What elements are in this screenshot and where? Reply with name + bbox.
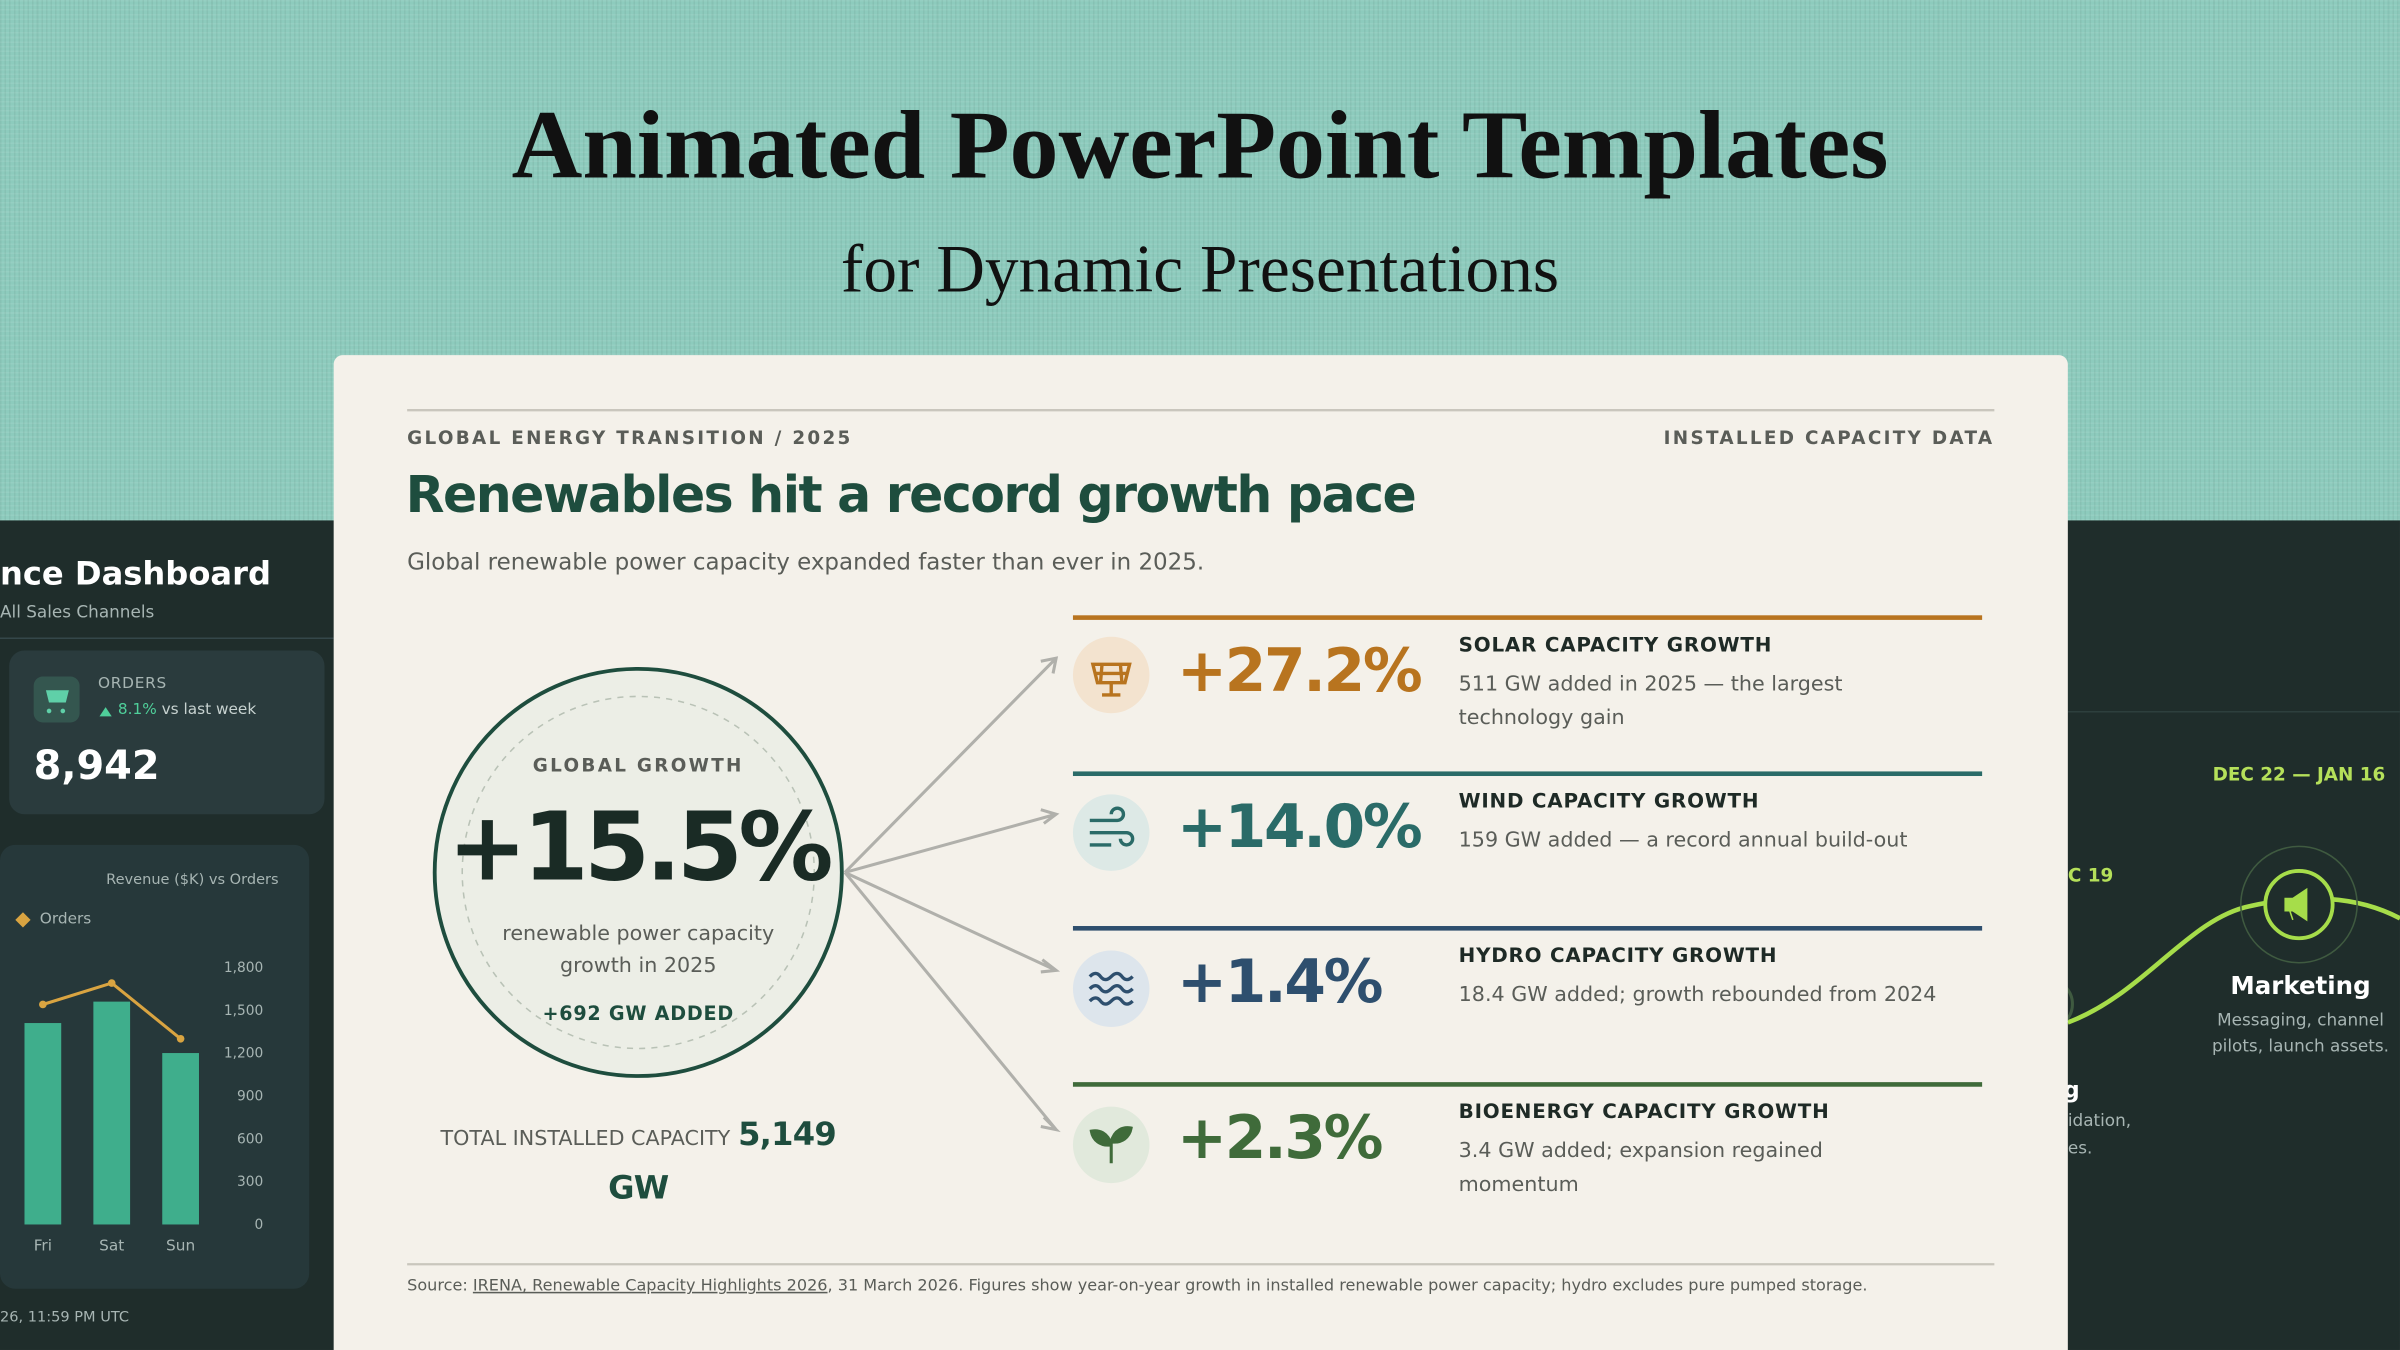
page-title: Animated PowerPoint Templates xyxy=(511,90,1889,199)
row-rule xyxy=(1072,1082,1983,1086)
source-suffix: , 31 March 2026. Figures show year-on-ye… xyxy=(827,1276,1868,1295)
chart-title: Revenue ($K) vs Orders xyxy=(106,871,279,889)
source-link[interactable]: IRENA, Renewable Capacity Highlights 202… xyxy=(472,1276,828,1295)
megaphone-icon xyxy=(2284,887,2308,922)
x-tick-label: Sat xyxy=(99,1237,124,1255)
row-rule xyxy=(1072,926,1983,930)
orders-point xyxy=(176,1034,185,1043)
hero-inner-ring xyxy=(461,695,816,1050)
chart-card xyxy=(0,844,310,1289)
timeline-prev-date: C 19 xyxy=(2067,864,2114,887)
up-arrow xyxy=(99,707,112,717)
row-heading: BIOENERGY CAPACITY GROWTH xyxy=(1458,1101,1830,1125)
solar-icon xyxy=(1072,636,1150,714)
row-value: +1.4% xyxy=(1177,948,1383,1018)
row-heading: SOLAR CAPACITY GROWTH xyxy=(1458,634,1773,658)
row-rule xyxy=(1072,771,1983,776)
orders-change-note: vs last week xyxy=(161,701,257,719)
y-tick-label: 1,200 xyxy=(224,1046,263,1062)
total-value: 5,149 GW xyxy=(608,1115,837,1207)
legend-marker xyxy=(15,912,31,928)
row-value: +14.0% xyxy=(1177,793,1423,863)
y-tick-label: 1,800 xyxy=(224,960,263,976)
row-description: 3.4 GW added; expansion regained momentu… xyxy=(1458,1138,1823,1197)
page-subtitle: for Dynamic Presentations xyxy=(840,231,1560,307)
dashboard-title: nce Dashboard xyxy=(0,555,271,593)
bar xyxy=(24,1023,62,1225)
x-tick-label: Fri xyxy=(34,1237,52,1255)
dashboard-footer: 26, 11:59 PM UTC xyxy=(0,1309,130,1327)
milestone-description: Messaging, channel pilots, launch assets… xyxy=(2211,1010,2389,1057)
y-tick-label: 900 xyxy=(237,1089,263,1105)
row-value: +2.3% xyxy=(1177,1104,1383,1174)
slide-title: Renewables hit a record growth pace xyxy=(405,464,1417,525)
slide-kicker: GLOBAL ENERGY TRANSITION / 2025 xyxy=(407,427,853,449)
row-description: 18.4 GW added; growth rebounded from 202… xyxy=(1458,982,1937,1008)
y-tick-label: 600 xyxy=(237,1131,263,1147)
partial-description: es. xyxy=(2067,1138,2093,1158)
row-rule xyxy=(1072,615,1983,620)
hydro-icon xyxy=(1072,950,1150,1028)
orders-change: 8.1% xyxy=(117,701,157,719)
orders-point xyxy=(107,979,116,987)
hero-caption: renewable power capacity growth in 2025 xyxy=(502,921,775,979)
connector-arrows xyxy=(843,656,1061,1133)
row-description: 511 GW added in 2025 — the largest techn… xyxy=(1458,671,1843,731)
y-tick-label: 1,500 xyxy=(224,1003,263,1019)
partial-description: idation, xyxy=(2067,1110,2132,1131)
timeline-date: DEC 22 — JAN 16 xyxy=(2212,763,2386,786)
bar xyxy=(162,1053,199,1225)
source-prefix: Source: xyxy=(407,1276,468,1295)
orders-change-line: 8.1% vs last week xyxy=(118,702,256,719)
bar xyxy=(93,1001,131,1225)
hero-note: +692 GW ADDED xyxy=(542,1001,735,1025)
row-heading: WIND CAPACITY GROWTH xyxy=(1458,790,1760,814)
timeline-curve xyxy=(2067,896,2400,1025)
hero-value: +15.5% xyxy=(447,790,834,903)
y-tick-label: 0 xyxy=(254,1217,263,1233)
orders-card xyxy=(9,650,325,815)
slide-subtitle: Global renewable power capacity expanded… xyxy=(407,547,1205,576)
dashboard-subtitle: All Sales Channels xyxy=(0,602,155,623)
left-panel-graphics: 0 300 600 900 1,200 1,500 1,800 Fri Sat Sun xyxy=(0,637,334,1289)
row-heading: HYDRO CAPACITY GROWTH xyxy=(1458,945,1778,969)
cart-icon xyxy=(45,690,69,714)
row-description: 159 GW added — a record annual build-out xyxy=(1458,828,1908,853)
orders-label: ORDERS xyxy=(97,675,168,693)
total-label: TOTAL INSTALLED CAPACITY xyxy=(440,1126,731,1152)
orders-value: 8,942 xyxy=(33,743,160,790)
x-tick-label: Sun xyxy=(166,1237,195,1255)
orders-point xyxy=(39,1000,47,1009)
wind-icon xyxy=(1072,794,1150,871)
total-capacity: TOTAL INSTALLED CAPACITY 5,149 GW xyxy=(432,1111,845,1217)
slide-tag: INSTALLED CAPACITY DATA xyxy=(1663,427,1995,449)
row-value: +27.2% xyxy=(1177,637,1423,707)
hero-label: GLOBAL GROWTH xyxy=(532,754,744,777)
milestone-title: Marketing xyxy=(2230,971,2371,1001)
y-tick-label: 300 xyxy=(237,1174,263,1190)
milestone-ring xyxy=(2240,845,2358,964)
bioenergy-icon xyxy=(1072,1106,1150,1184)
legend-label: Orders xyxy=(39,911,92,929)
source-note: Source: IRENA, Renewable Capacity Highli… xyxy=(407,1277,1867,1295)
hero-circle xyxy=(432,666,844,1078)
